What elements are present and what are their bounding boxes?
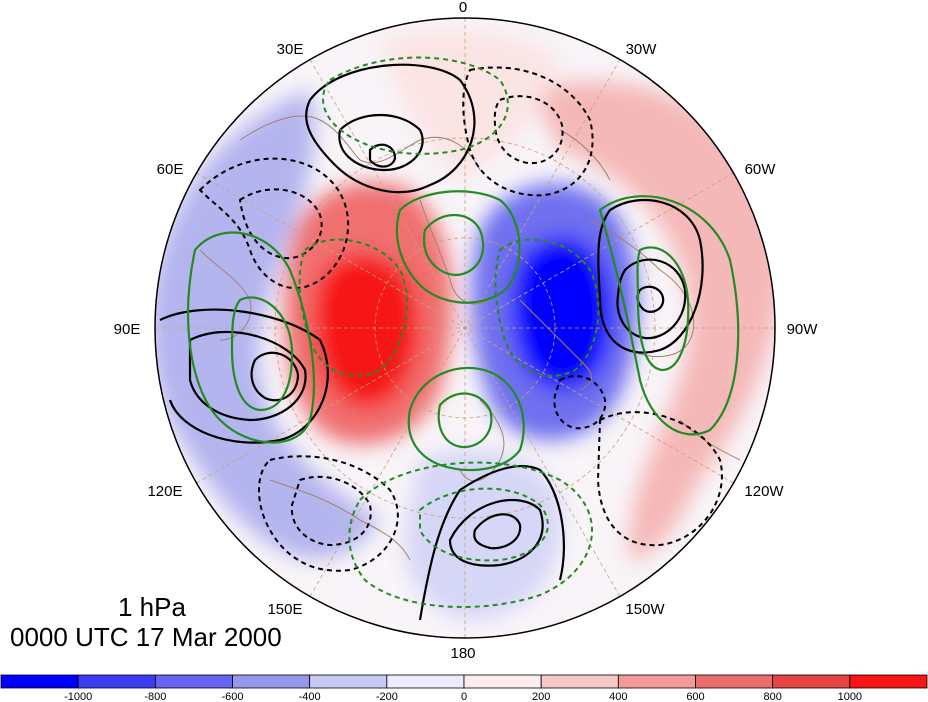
- colorbar-swatch: [77, 674, 156, 689]
- lon-label-30w: 30W: [626, 41, 658, 58]
- valid-time-caption: 0000 UTC 17 Mar 2000: [10, 622, 282, 652]
- lon-label-60w: 60W: [745, 161, 777, 178]
- colorbar-swatch: [772, 674, 851, 689]
- map-disk: [155, 18, 775, 638]
- lon-label-30e: 30E: [277, 41, 304, 58]
- longitude-labels: 0 30W 60W 90W 120W 150W 180 150E 120E 90…: [114, 0, 819, 662]
- lon-label-120e: 120E: [147, 483, 182, 500]
- negative-shading-west: [155, 90, 380, 559]
- colorbar-tick-label: 800: [763, 691, 781, 702]
- negative-shading-south: [404, 450, 562, 620]
- map-boundary: [154, 17, 776, 639]
- colorbar-tick-label: -600: [221, 691, 243, 702]
- colorbar-tick-label: 600: [686, 691, 704, 702]
- colorbar-swatch: [232, 674, 311, 689]
- colorbar-tick-label: -400: [299, 691, 321, 702]
- colorbar-tick-label: -800: [144, 691, 166, 702]
- colorbar-swatch: [617, 674, 696, 689]
- colorbar-tick-label: 400: [609, 691, 627, 702]
- colorbar-swatch: [0, 674, 79, 689]
- colorbar-swatch: [695, 674, 774, 689]
- lon-label-60e: 60E: [157, 161, 184, 178]
- green-dashed-contours: [298, 56, 600, 608]
- colorbar-swatch: [463, 674, 542, 689]
- lon-label-0: 0: [459, 0, 467, 16]
- graticule: [155, 18, 775, 638]
- pressure-level-caption: 1 hPa: [118, 592, 186, 622]
- colorbar-swatch: [309, 674, 388, 689]
- positive-shading-east: [530, 81, 775, 560]
- colorbar-tick-label: -200: [376, 691, 398, 702]
- lon-label-90e: 90E: [114, 321, 141, 338]
- colorbar-swatch: [540, 674, 619, 689]
- colorbar: -1000 -800 -600 -400 -200 0 200 400 600 800 1000: [0, 674, 928, 702]
- lon-label-120w: 120W: [744, 483, 784, 500]
- colorbar-tick-label: 0: [461, 691, 467, 702]
- colorbar-tick-label: 200: [532, 691, 550, 702]
- lon-label-150w: 150W: [625, 601, 665, 618]
- positive-contours: [159, 63, 704, 621]
- lon-label-90w: 90W: [787, 321, 819, 338]
- lon-label-180: 180: [450, 645, 475, 662]
- negative-shading-max: [511, 236, 613, 391]
- colorbar-swatch: [154, 674, 233, 689]
- colorbar-swatch: [849, 674, 928, 689]
- colorbar-tick-label: -1000: [64, 691, 92, 702]
- lon-label-150e: 150E: [267, 601, 302, 618]
- colorbar-tick-label: 1000: [838, 691, 862, 702]
- green-contours: [187, 190, 740, 472]
- colorbar-swatch: [386, 674, 465, 689]
